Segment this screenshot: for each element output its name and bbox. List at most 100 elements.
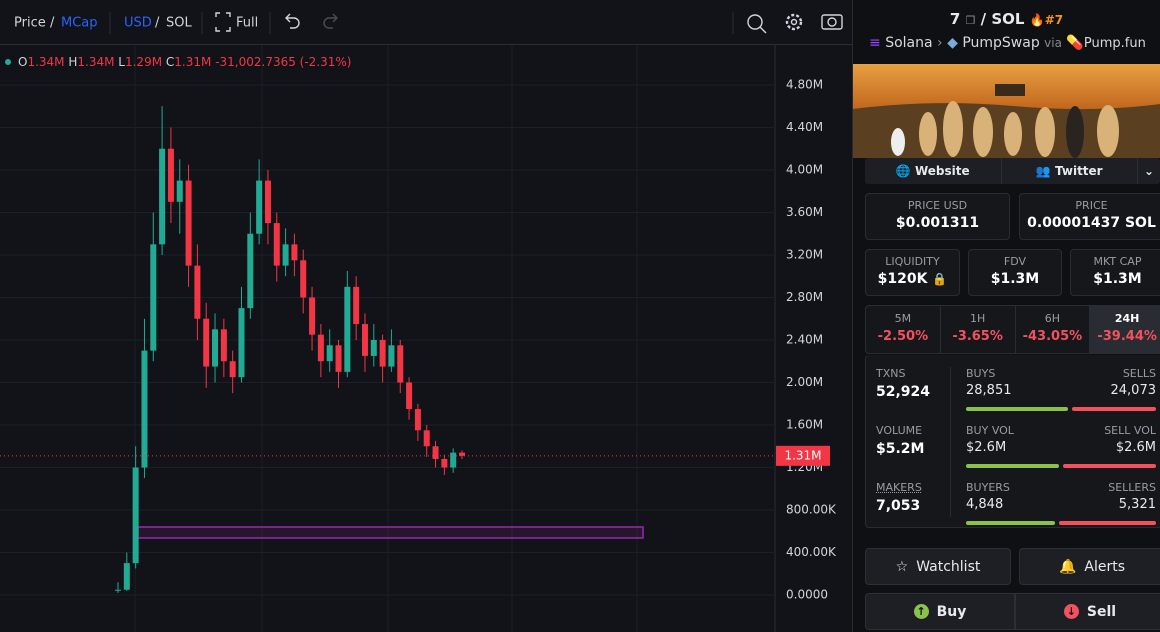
candle-body — [309, 297, 316, 335]
timeframe-tab[interactable]: 6H -43.05% — [1014, 306, 1090, 353]
indicator-icon — [759, 26, 767, 34]
launchpad-icon: 💊 — [1066, 35, 1084, 51]
change: -31,002.7365 (-2.31%) — [215, 55, 351, 69]
camera-icon — [827, 17, 837, 27]
rank: #7 — [1044, 13, 1064, 27]
candle-body — [450, 452, 457, 468]
sell-button[interactable]: ↓ Sell — [1015, 593, 1160, 630]
timeframe-tab[interactable]: 5M -2.50% — [866, 306, 940, 353]
plot: 4.80M 4.40M 4.00M 3.60M 3.20M 2.80M 2.40M 2.00M… — [0, 77, 837, 602]
toolbar-full[interactable]: Full — [236, 16, 258, 31]
mkt-cap-box: MKT CAP $1.3M — [1070, 249, 1160, 296]
price-sol-box: PRICE 0.00001437 SOL — [1019, 193, 1160, 240]
o-value: 1.34M — [27, 55, 64, 69]
stat-a: 28,851 — [966, 383, 1012, 398]
liquidity-label: LIQUIDITY — [885, 255, 940, 268]
panel-divider — [852, 0, 853, 632]
candle-body — [370, 339, 377, 356]
y-tick-label: 2.40M — [786, 332, 823, 346]
timeframe-label: 5M — [894, 312, 912, 325]
sell-icon: ↓ — [1063, 604, 1079, 619]
candle-body — [229, 361, 236, 378]
candle-body — [361, 324, 368, 356]
candle-body — [291, 244, 298, 261]
liquidity-amount: $120K — [877, 271, 928, 287]
buy-button[interactable]: ↑ Buy — [865, 593, 1015, 630]
price-usd-box: PRICE USD $0.001311 — [865, 193, 1010, 240]
banner-image — [853, 64, 1160, 158]
lock-icon: 🔒 — [932, 272, 948, 286]
ratio-bar-a — [966, 464, 1059, 468]
website-label: Website — [914, 164, 970, 178]
candle-body — [212, 329, 219, 367]
ratio-bar-a — [966, 407, 1068, 411]
dex[interactable]: PumpSwap — [962, 35, 1040, 51]
stat-total: $5.2M — [876, 441, 925, 457]
ratio-bar-b — [1058, 521, 1156, 525]
fire-icon: 🔥 — [1029, 13, 1045, 27]
candle-body — [326, 345, 333, 362]
alerts-button[interactable]: 🔔 Alerts — [1019, 548, 1160, 585]
buy-label: Buy — [936, 603, 967, 620]
toolbar-usd[interactable]: USD — [124, 16, 152, 31]
candle-body — [115, 589, 121, 591]
launchpad[interactable]: Pump.fun — [1083, 36, 1146, 51]
candle-body — [247, 233, 254, 309]
copy-icon[interactable]: ❐ — [965, 14, 976, 27]
bell-icon: 🔔 — [1058, 558, 1077, 575]
chevron: › — [937, 35, 943, 51]
y-tick-label: 3.60M — [786, 205, 823, 219]
timeframe-tabs: 5M -2.50% 1H -3.65% 6H -43.05% 24H -39.44% — [865, 305, 1160, 354]
house — [995, 84, 1025, 96]
y-tick-label: 1.60M — [786, 417, 823, 431]
twitter-link[interactable]: 👥 Twitter — [1002, 158, 1138, 184]
chain[interactable]: Solana — [885, 35, 933, 51]
quote-symbol: / SOL — [980, 10, 1025, 28]
candle-body — [432, 446, 439, 460]
candle-body — [203, 318, 210, 367]
stat-total-label: VOLUME — [876, 424, 923, 437]
settings-icon[interactable] — [785, 13, 803, 31]
y-tick-label: 400.00K — [786, 545, 837, 559]
mkt-cap-label: MKT CAP — [1093, 255, 1142, 268]
toolbar-sol[interactable]: SOL — [166, 16, 192, 31]
drawn-rectangle[interactable] — [137, 526, 644, 539]
mkt-cap-value: $1.3M — [1093, 271, 1142, 287]
timeframe-tab[interactable]: 1H -3.65% — [939, 306, 1015, 353]
toolbar-mcap[interactable]: MCap — [61, 16, 98, 31]
price-usd-label: PRICE USD — [907, 199, 968, 212]
stat-total-label: TXNS — [876, 367, 906, 380]
candle-body — [220, 329, 227, 362]
candle-body — [335, 345, 342, 372]
toolbar — [0, 0, 852, 44]
l-value: 1.29M — [125, 55, 162, 69]
stat-total: 52,924 — [876, 384, 931, 400]
candle-body — [185, 180, 192, 266]
ratio-bar-a — [966, 521, 1055, 525]
stats-box: TXNS 52,924 BUYS 28,851 SELLS 24,073 VOLUME $5.… — [865, 355, 1160, 528]
c-value: 1.31M — [174, 55, 211, 69]
candle-body — [441, 459, 448, 468]
candle-body — [423, 430, 430, 447]
link-bar: 🌐 Website 👥 Twitter ⌄ — [865, 158, 1160, 184]
fdv-label: FDV — [1003, 255, 1027, 268]
stat-a-label: BUYERS — [966, 481, 1010, 494]
watchlist-button[interactable]: ☆ Watchlist — [865, 548, 1011, 585]
more-links[interactable]: ⌄ — [1143, 164, 1155, 178]
candle-body — [317, 334, 324, 362]
website-link[interactable]: 🌐 Website — [865, 158, 1002, 184]
timeframe-tab[interactable]: 24H -39.44% — [1089, 306, 1160, 353]
fullscreen-icon[interactable] — [215, 12, 231, 32]
toolbar-price[interactable]: Price — [14, 16, 46, 31]
alerts-label: Alerts — [1084, 558, 1126, 575]
base-symbol: 7 — [949, 10, 961, 28]
breadcrumb: ≡ Solana › ◆ PumpSwap via 💊Pump.fun — [869, 35, 1160, 51]
stat-a-label: BUYS — [966, 367, 996, 380]
ratio-bar-b — [1063, 464, 1156, 468]
undo-icon[interactable] — [285, 13, 300, 29]
indicator-icon[interactable] — [747, 14, 763, 30]
candle-body — [300, 260, 307, 298]
last-price-tag — [776, 445, 830, 466]
camera-icon[interactable] — [821, 14, 843, 30]
